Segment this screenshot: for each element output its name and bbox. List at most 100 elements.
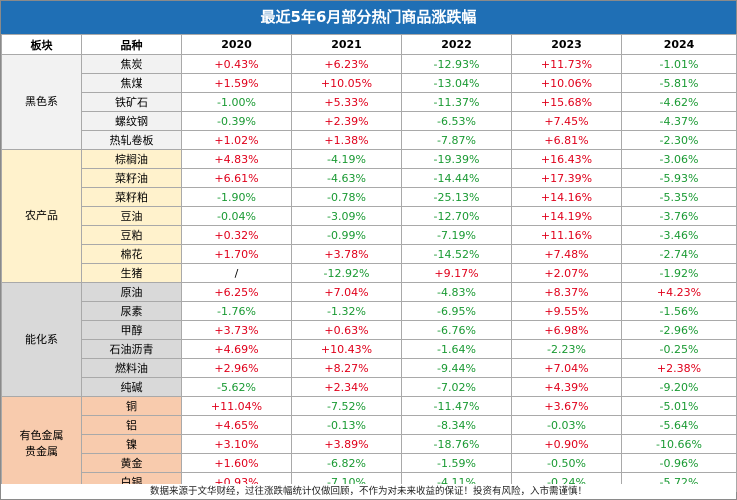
data-table: 板块 品种 2020 2021 2022 2023 2024 黑色系 焦炭 +0.4… bbox=[1, 34, 737, 492]
commodity-name: 生猪 bbox=[81, 263, 182, 283]
value-cell: +15.68% bbox=[511, 92, 622, 112]
value-cell: -5.35% bbox=[621, 187, 737, 207]
column-header: 2024 bbox=[621, 34, 737, 55]
value-cell: +7.04% bbox=[511, 358, 622, 378]
value-cell: -0.78% bbox=[291, 187, 402, 207]
value-cell: -11.37% bbox=[401, 92, 512, 112]
value-cell: +11.04% bbox=[181, 396, 292, 416]
value-cell: -5.62% bbox=[181, 377, 292, 397]
table-body: 黑色系 焦炭 +0.43% +6.23% -12.93% +11.73% -1.01% 焦煤 +… bbox=[1, 54, 737, 492]
value-cell: -5.81% bbox=[621, 73, 737, 93]
commodity-name: 原油 bbox=[81, 282, 182, 302]
value-cell: -3.76% bbox=[621, 206, 737, 226]
value-cell: +10.43% bbox=[291, 339, 402, 359]
commodity-name: 焦煤 bbox=[81, 73, 182, 93]
value-cell: -0.13% bbox=[291, 415, 402, 435]
value-cell: -3.06% bbox=[621, 149, 737, 169]
value-cell: -12.93% bbox=[401, 54, 512, 74]
value-cell: +17.39% bbox=[511, 168, 622, 188]
value-cell: +7.48% bbox=[511, 244, 622, 264]
value-cell: +3.73% bbox=[181, 320, 292, 340]
table-row: 焦煤 +1.59% +10.05% -13.04% +10.06% -5.81% bbox=[2, 73, 737, 93]
value-cell: +4.83% bbox=[181, 149, 292, 169]
table-row: 螺纹钢 -0.39% +2.39% -6.53% +7.45% -4.37% bbox=[2, 111, 737, 131]
commodity-name: 棉花 bbox=[81, 244, 182, 264]
commodity-name: 甲醇 bbox=[81, 320, 182, 340]
value-cell: +9.55% bbox=[511, 301, 622, 321]
commodity-name: 豆油 bbox=[81, 206, 182, 226]
value-cell: -5.01% bbox=[621, 396, 737, 416]
value-cell: -6.82% bbox=[291, 453, 402, 473]
value-cell: -1.92% bbox=[621, 263, 737, 283]
value-cell: -12.92% bbox=[291, 263, 402, 283]
table-row: 能化系 原油 +6.25% +7.04% -4.83% +8.37% +4.23% bbox=[1, 282, 737, 397]
value-cell: -9.20% bbox=[621, 377, 737, 397]
table-row: 生猪 / -12.92% +9.17% +2.07% -1.92% bbox=[2, 263, 737, 283]
value-cell: +6.81% bbox=[511, 130, 622, 150]
header-row: 板块 品种 2020 2021 2022 2023 2024 bbox=[1, 34, 737, 55]
value-cell: +3.10% bbox=[181, 434, 292, 454]
commodity-name: 铜 bbox=[81, 396, 182, 416]
value-cell: +10.06% bbox=[511, 73, 622, 93]
category-label: 农产品 bbox=[25, 209, 58, 222]
value-cell: -1.90% bbox=[181, 187, 292, 207]
value-cell: +1.70% bbox=[181, 244, 292, 264]
value-cell: +3.89% bbox=[291, 434, 402, 454]
value-cell: -14.52% bbox=[401, 244, 512, 264]
value-cell: +16.43% bbox=[511, 149, 622, 169]
footer-note: 数据来源于文华财经，过往涨跌幅统计仅做回顾，不作为对未来收益的保证！投资有风险，… bbox=[1, 484, 736, 499]
column-header: 2021 bbox=[291, 34, 402, 55]
value-cell: +2.39% bbox=[291, 111, 402, 131]
commodity-name: 豆粕 bbox=[81, 225, 182, 245]
value-cell: +1.38% bbox=[291, 130, 402, 150]
chart-title: 最近5年6月部分热门商品涨跌幅 bbox=[1, 1, 736, 34]
value-cell: -1.32% bbox=[291, 301, 402, 321]
value-cell: -1.00% bbox=[181, 92, 292, 112]
value-cell: +4.39% bbox=[511, 377, 622, 397]
value-cell: +4.69% bbox=[181, 339, 292, 359]
value-cell: +4.23% bbox=[621, 282, 737, 302]
table-row: 菜籽粕 -1.90% -0.78% -25.13% +14.16% -5.35% bbox=[2, 187, 737, 207]
value-cell: -6.53% bbox=[401, 111, 512, 131]
value-cell: +11.73% bbox=[511, 54, 622, 74]
value-cell: -0.99% bbox=[291, 225, 402, 245]
value-cell: +1.59% bbox=[181, 73, 292, 93]
table-row: 豆粕 +0.32% -0.99% -7.19% +11.16% -3.46% bbox=[2, 225, 737, 245]
value-cell: / bbox=[181, 263, 292, 283]
value-cell: -6.95% bbox=[401, 301, 512, 321]
value-cell: +8.27% bbox=[291, 358, 402, 378]
commodity-name: 菜籽粕 bbox=[81, 187, 182, 207]
value-cell: +10.05% bbox=[291, 73, 402, 93]
value-cell: -8.34% bbox=[401, 415, 512, 435]
value-cell: -9.44% bbox=[401, 358, 512, 378]
value-cell: +1.60% bbox=[181, 453, 292, 473]
value-cell: +14.19% bbox=[511, 206, 622, 226]
value-cell: +8.37% bbox=[511, 282, 622, 302]
value-cell: -18.76% bbox=[401, 434, 512, 454]
column-header: 板块 bbox=[1, 34, 82, 55]
value-cell: -14.44% bbox=[401, 168, 512, 188]
commodity-name: 黄金 bbox=[81, 453, 182, 473]
value-cell: +2.34% bbox=[291, 377, 402, 397]
category-label: 能化系 bbox=[25, 332, 58, 346]
table-row: 燃料油 +2.96% +8.27% -9.44% +7.04% +2.38% bbox=[2, 358, 737, 378]
value-cell: +0.32% bbox=[181, 225, 292, 245]
value-cell: -4.83% bbox=[401, 282, 512, 302]
value-cell: -5.64% bbox=[621, 415, 737, 435]
table-row: 纯碱 -5.62% +2.34% -7.02% +4.39% -9.20% bbox=[2, 377, 737, 397]
category-cell: 农产品 bbox=[1, 149, 82, 283]
commodity-name: 纯碱 bbox=[81, 377, 182, 397]
value-cell: -0.96% bbox=[621, 453, 737, 473]
value-cell: +7.04% bbox=[291, 282, 402, 302]
table-row: 黑色系 焦炭 +0.43% +6.23% -12.93% +11.73% -1.01% bbox=[1, 54, 737, 150]
value-cell: -3.46% bbox=[621, 225, 737, 245]
category-label: 贵金属 bbox=[25, 445, 58, 458]
table-row: 石油沥青 +4.69% +10.43% -1.64% -2.23% -0.25% bbox=[2, 339, 737, 359]
table-row: 镍 +3.10% +3.89% -18.76% +0.90% -10.66% bbox=[2, 434, 737, 454]
value-cell: -5.93% bbox=[621, 168, 737, 188]
commodity-name: 热轧卷板 bbox=[81, 130, 182, 150]
category-cell: 有色金属 贵金属 bbox=[1, 396, 82, 492]
value-cell: +2.07% bbox=[511, 263, 622, 283]
table-row: 农产品 棕榈油 +4.83% -4.19% -19.39% +16.43% -3.06% bbox=[1, 149, 737, 283]
